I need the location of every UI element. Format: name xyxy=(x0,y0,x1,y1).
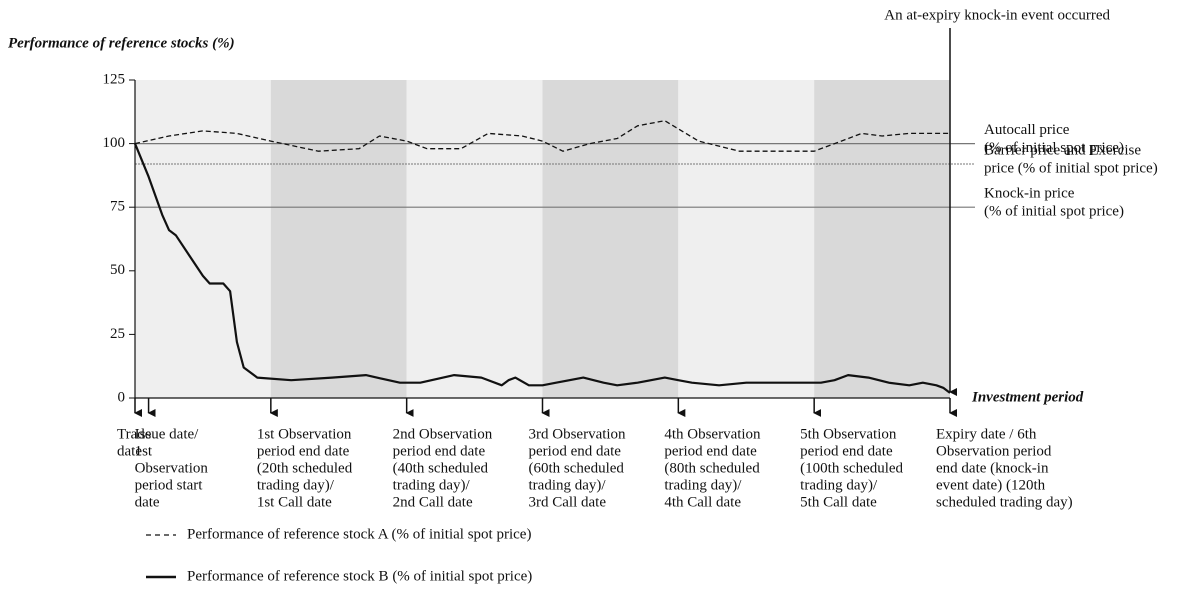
event-label: trading day)/ xyxy=(393,477,471,493)
event-label: period end date xyxy=(393,443,486,459)
event-label: 4th Call date xyxy=(664,494,741,510)
event-label: 5th Call date xyxy=(800,494,877,510)
period-band xyxy=(814,80,950,398)
reference-label: Knock-in price xyxy=(984,186,1075,202)
event-label: 3rd Observation xyxy=(529,426,627,442)
period-band xyxy=(678,80,815,398)
legend-label: Performance of reference stock A (% of i… xyxy=(187,526,531,542)
event-label: Trade xyxy=(117,426,152,442)
series-line xyxy=(134,120,950,152)
event-label: 2nd Observation xyxy=(393,426,493,442)
period-band xyxy=(270,80,407,398)
event-label: Observation period xyxy=(936,443,1052,459)
event-label: 1st xyxy=(135,443,153,459)
event-label: 1st Observation xyxy=(257,426,352,442)
event-label: period end date xyxy=(529,443,622,459)
series-line xyxy=(133,143,951,394)
event-label: end date (knock-in xyxy=(936,460,1049,476)
event-label: period end date xyxy=(800,443,893,459)
y-tick-label: 75 xyxy=(110,199,125,215)
y-tick-label: 0 xyxy=(118,389,126,405)
event-label: scheduled trading day) xyxy=(936,494,1073,510)
period-band xyxy=(542,80,679,398)
event-label: trading day)/ xyxy=(664,477,742,493)
legend-label: Performance of reference stock B (% of i… xyxy=(187,568,532,584)
event-label: date xyxy=(135,494,160,510)
event-label: trading day)/ xyxy=(800,477,878,493)
reference-label: (% of initial spot price) xyxy=(984,204,1124,220)
reference-label: Autocall price xyxy=(984,122,1070,138)
event-label: period end date xyxy=(664,443,757,459)
event-label: Expiry date / 6th xyxy=(936,426,1037,442)
event-label: period start xyxy=(135,477,204,493)
event-label: Issue date/ xyxy=(135,426,200,442)
event-label: Observation xyxy=(135,460,209,476)
event-label: 1st Call date xyxy=(257,494,332,510)
reference-label: Barrier price and Exercise xyxy=(984,142,1141,158)
event-label: 5th Observation xyxy=(800,426,897,442)
x-axis-label: Investment period xyxy=(971,389,1084,405)
event-label: period end date xyxy=(257,443,350,459)
y-tick-label: 100 xyxy=(103,135,126,151)
period-band xyxy=(406,80,543,398)
event-label: trading day)/ xyxy=(257,477,335,493)
event-label: (80th scheduled xyxy=(664,460,760,476)
y-tick-label: 25 xyxy=(110,326,125,342)
event-label: (60th scheduled xyxy=(529,460,625,476)
event-label: event date) (120th xyxy=(936,477,1046,493)
period-band xyxy=(135,80,271,398)
chart-title: Performance of reference stocks (%) xyxy=(8,35,235,51)
reference-label: price (% of initial spot price) xyxy=(984,160,1158,176)
event-label: 2nd Call date xyxy=(393,494,473,510)
y-tick-label: 50 xyxy=(110,262,125,278)
event-label: (20th scheduled xyxy=(257,460,353,476)
event-label: 4th Observation xyxy=(664,426,761,442)
event-label: 3rd Call date xyxy=(529,494,607,510)
event-label: (100th scheduled xyxy=(800,460,903,476)
event-label: trading day)/ xyxy=(529,477,607,493)
y-tick-label: 125 xyxy=(103,71,126,87)
event-label: date xyxy=(117,443,142,459)
reference-label: (% of initial spot price) xyxy=(984,140,1124,156)
event-label: (40th scheduled xyxy=(393,460,489,476)
annotation: An at-expiry knock-in event occurred xyxy=(884,7,1110,23)
